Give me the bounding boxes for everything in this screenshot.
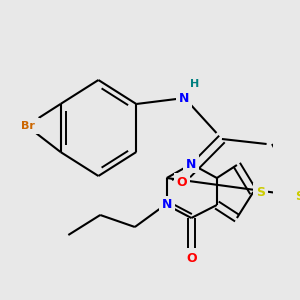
- Text: O: O: [186, 251, 197, 265]
- Text: Br: Br: [21, 121, 35, 131]
- Text: S: S: [295, 190, 300, 202]
- Text: CH₃: CH₃: [18, 121, 38, 131]
- Text: S: S: [256, 185, 265, 199]
- Text: H: H: [190, 79, 199, 89]
- Text: N: N: [186, 158, 197, 170]
- Text: N: N: [162, 199, 172, 212]
- Text: N: N: [178, 92, 189, 106]
- Text: O: O: [176, 176, 187, 188]
